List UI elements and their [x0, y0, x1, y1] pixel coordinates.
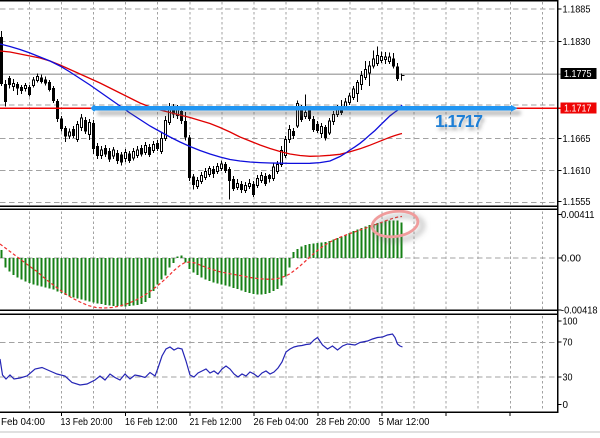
- svg-text:100: 100: [563, 316, 578, 328]
- svg-text:1.1717: 1.1717: [435, 111, 483, 131]
- svg-text:1.1775: 1.1775: [564, 68, 592, 80]
- svg-text:1.1665: 1.1665: [563, 133, 591, 145]
- svg-text:1.1555: 1.1555: [563, 196, 591, 208]
- svg-text:16 Feb 12:00: 16 Feb 12:00: [125, 416, 178, 428]
- svg-text:0: 0: [563, 399, 569, 411]
- svg-text:0.00411: 0.00411: [561, 209, 595, 221]
- svg-text:1.1885: 1.1885: [563, 4, 591, 16]
- svg-text:Feb 04:00: Feb 04:00: [1, 416, 45, 428]
- svg-text:13 Feb 20:00: 13 Feb 20:00: [61, 416, 113, 428]
- svg-text:-0.00418: -0.00418: [561, 304, 598, 316]
- svg-text:1.1717: 1.1717: [437, 114, 485, 134]
- svg-text:26 Feb 04:00: 26 Feb 04:00: [254, 416, 309, 428]
- svg-text:21 Feb 12:00: 21 Feb 12:00: [190, 416, 242, 428]
- svg-text:1.1717: 1.1717: [564, 103, 592, 115]
- svg-text:70: 70: [563, 337, 573, 349]
- svg-text:5 Mar 12:00: 5 Mar 12:00: [379, 416, 430, 428]
- svg-text:30: 30: [563, 371, 573, 383]
- svg-text:1.1830: 1.1830: [563, 36, 591, 48]
- svg-text:0.00: 0.00: [561, 252, 581, 264]
- svg-text:1.1610: 1.1610: [563, 165, 591, 177]
- svg-text:28 Feb 20:00: 28 Feb 20:00: [316, 416, 370, 428]
